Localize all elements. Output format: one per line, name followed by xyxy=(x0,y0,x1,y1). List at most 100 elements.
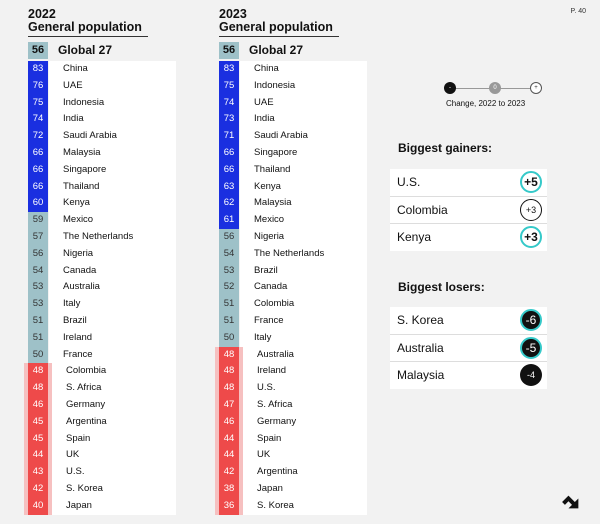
country-row: 43 U.S. xyxy=(24,464,176,481)
score-value: 63 xyxy=(219,178,239,196)
change-badge: +3 xyxy=(520,198,542,221)
country-row: 42 Argentina xyxy=(215,464,367,481)
country-label: Mexico xyxy=(49,212,176,229)
global-row: 56 Global 27 xyxy=(28,41,176,61)
country-row: 44 UK xyxy=(215,447,367,465)
global-value: 56 xyxy=(28,42,48,59)
score-value: 53 xyxy=(219,262,239,280)
score-value: 46 xyxy=(219,413,239,431)
legend-minus-dot: - xyxy=(444,82,456,94)
score-value: 76 xyxy=(28,77,48,95)
country-label: Indonesia xyxy=(240,77,367,95)
country-name: Kenya xyxy=(397,230,432,244)
population-subtitle: General population xyxy=(219,21,339,37)
country-label: India xyxy=(49,111,176,129)
country-name: Malaysia xyxy=(397,368,445,382)
country-label: Canada xyxy=(240,279,367,297)
country-label: Spain xyxy=(243,430,367,448)
country-label: Germany xyxy=(52,396,176,414)
country-name: Australia xyxy=(397,340,444,355)
score-value: 53 xyxy=(28,296,48,313)
gainers-item: Kenya +3 xyxy=(390,224,547,251)
change-badge: +3 xyxy=(520,226,542,248)
country-row: 48 Australia xyxy=(215,346,367,364)
country-row: 53 Australia xyxy=(28,279,176,297)
country-label: Thailand xyxy=(49,178,176,196)
score-value: 51 xyxy=(219,312,239,330)
country-row: 44 UK xyxy=(24,447,176,465)
country-row: 56 Nigeria xyxy=(219,228,367,246)
score-value: 48 xyxy=(28,380,48,397)
country-row: 73 India xyxy=(219,111,367,129)
country-row: 66 Malaysia xyxy=(28,144,176,162)
country-label: S. Korea xyxy=(243,497,367,515)
losers-item: Malaysia -4 xyxy=(390,362,547,389)
ranking-2022: 2022 General population 56 Global 27 83 C… xyxy=(24,7,176,515)
score-value: 75 xyxy=(28,94,48,112)
country-rows: 83 China 76 UAE 75 Indonesia 74 India 72 Saudi Ar… xyxy=(24,61,176,515)
score-value: 73 xyxy=(219,111,239,129)
country-row: 47 S. Africa xyxy=(215,396,367,414)
score-value: 62 xyxy=(219,195,239,213)
country-label: Argentina xyxy=(243,464,367,481)
country-name: Colombia xyxy=(397,202,448,217)
country-row: 63 Kenya xyxy=(219,178,367,196)
country-label: Colombia xyxy=(240,296,367,313)
score-value: 45 xyxy=(28,430,48,448)
country-row: 74 UAE xyxy=(219,94,367,112)
score-value: 44 xyxy=(219,430,239,448)
score-value: 72 xyxy=(28,128,48,145)
country-label: Nigeria xyxy=(240,228,367,246)
score-value: 44 xyxy=(28,447,48,465)
score-value: 66 xyxy=(28,144,48,162)
country-row: 60 Kenya xyxy=(28,195,176,213)
country-row: 53 Brazil xyxy=(219,262,367,280)
country-row: 52 Canada xyxy=(219,279,367,297)
score-value: 54 xyxy=(219,245,239,263)
country-row: 48 Ireland xyxy=(215,363,367,381)
gainers-title: Biggest gainers: xyxy=(398,141,493,155)
score-value: 51 xyxy=(28,329,48,347)
country-label: UK xyxy=(243,447,367,465)
country-rows: 83 China 75 Indonesia 74 UAE 73 India 71 Saudi Ar… xyxy=(215,61,367,515)
country-label: Singapore xyxy=(49,161,176,179)
country-row: 83 China xyxy=(28,61,176,78)
year-title: 2022 xyxy=(28,7,56,21)
country-row: 38 Japan xyxy=(215,480,367,498)
country-row: 45 Spain xyxy=(24,430,176,448)
country-label: Spain xyxy=(52,430,176,448)
score-value: 48 xyxy=(219,363,239,381)
country-label: Thailand xyxy=(240,161,367,179)
score-value: 66 xyxy=(28,178,48,196)
country-label: Nigeria xyxy=(49,245,176,263)
country-label: UK xyxy=(52,447,176,465)
country-label: Italy xyxy=(49,296,176,313)
score-value: 75 xyxy=(219,77,239,95)
country-label: Ireland xyxy=(243,363,367,381)
country-label: Japan xyxy=(52,497,176,515)
country-row: 46 Germany xyxy=(215,413,367,431)
country-label: UAE xyxy=(240,94,367,112)
score-value: 53 xyxy=(28,279,48,297)
country-row: 36 S. Korea xyxy=(215,497,367,515)
next-page-arrow-icon[interactable] xyxy=(562,492,582,512)
country-row: 51 France xyxy=(219,312,367,330)
country-row: 74 India xyxy=(28,111,176,129)
page-number: P. 40 xyxy=(570,8,586,15)
country-label: Colombia xyxy=(52,363,176,381)
country-label: S. Africa xyxy=(52,380,176,397)
change-badge: -4 xyxy=(520,364,542,386)
score-value: 42 xyxy=(219,464,239,481)
score-value: 51 xyxy=(28,312,48,330)
country-row: 53 Italy xyxy=(28,296,176,313)
country-label: China xyxy=(240,61,367,78)
country-label: Indonesia xyxy=(49,94,176,112)
score-value: 83 xyxy=(219,61,239,78)
score-value: 56 xyxy=(28,245,48,263)
score-value: 45 xyxy=(28,413,48,431)
score-value: 66 xyxy=(219,144,239,162)
country-row: 66 Singapore xyxy=(219,144,367,162)
score-value: 74 xyxy=(28,111,48,129)
country-label: France xyxy=(49,346,176,364)
score-value: 40 xyxy=(28,497,48,515)
